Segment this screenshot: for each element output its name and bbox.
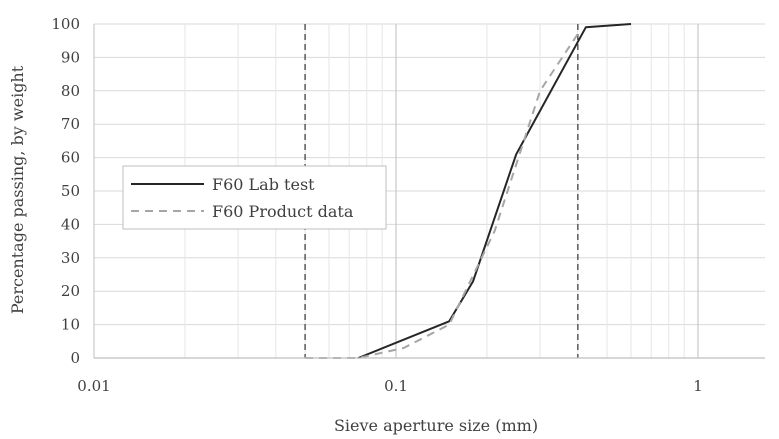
x-axis-title: Sieve aperture size (mm) [334,416,538,435]
tick-labels: 0 10 20 30 40 50 60 70 80 90 100 0.01 0.1 1 [51,15,702,395]
legend-box [122,165,387,230]
y-tick-label: 40 [61,215,80,233]
y-tick-label: 80 [61,82,80,100]
series-line-lab-test [357,23,632,359]
y-axis-title: Percentage passing, by weight [8,65,27,314]
x-tick-label: 0.01 [77,377,110,395]
y-tick-label: 10 [61,316,80,334]
y-tick-label: 70 [61,115,80,133]
y-tick-label: 30 [61,249,80,267]
reference-lines [304,24,579,358]
y-tick-label: 0 [70,349,80,367]
legend-label-lab-test: F60 Lab test [212,175,315,194]
x-tick-label: 1 [693,377,703,395]
series-lines [305,23,632,359]
x-tick-label: 0.1 [384,377,408,395]
y-tick-label: 100 [51,15,80,33]
y-tick-label: 20 [61,282,80,300]
y-tick-label: 60 [61,149,80,167]
legend: F60 Lab test F60 Product data [122,165,387,230]
legend-label-product-data: F60 Product data [212,202,354,221]
y-tick-label: 50 [61,182,80,200]
y-tick-label: 90 [61,48,80,66]
axes [93,24,765,359]
